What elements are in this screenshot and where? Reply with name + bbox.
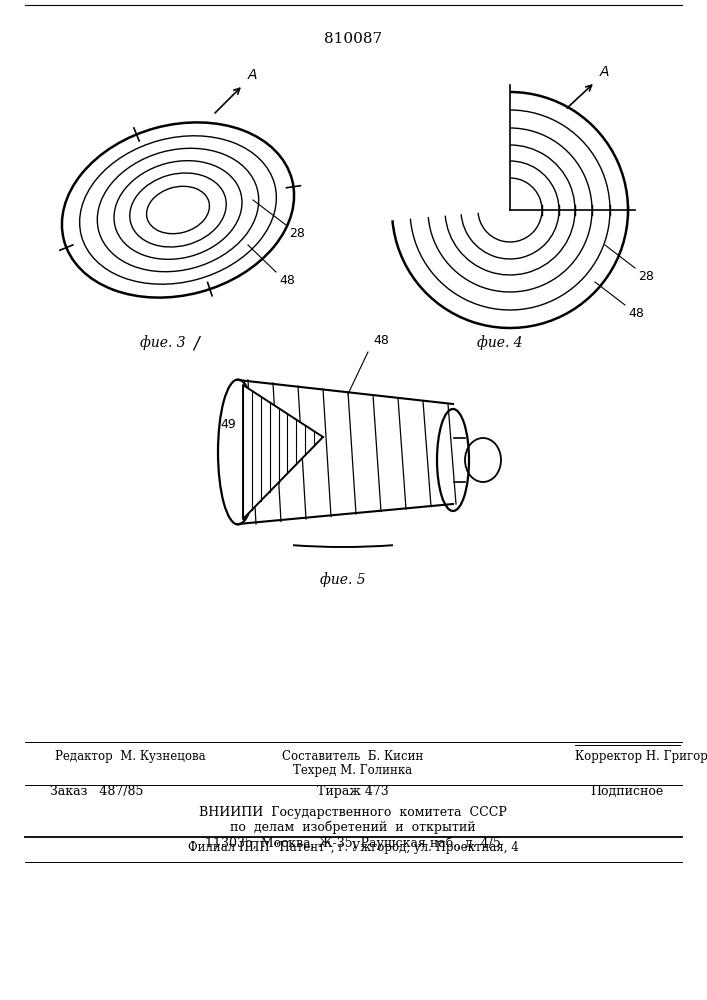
Text: ВНИИПИ  Государственного  комитета  СССР: ВНИИПИ Государственного комитета СССР <box>199 806 507 819</box>
Text: /: / <box>193 334 199 352</box>
Text: Техред М. Голинка: Техред М. Голинка <box>293 764 413 777</box>
Text: Заказ   487/85: Заказ 487/85 <box>50 784 144 798</box>
Text: Подписное: Подписное <box>590 784 663 798</box>
Text: 48: 48 <box>279 274 295 287</box>
Text: фие. 3: фие. 3 <box>140 335 186 350</box>
Text: Тираж 473: Тираж 473 <box>317 784 389 798</box>
Text: A: A <box>248 68 257 82</box>
Text: Филиал ППП “Патент”, г. Ужгород, ул. Проектная, 4: Филиал ППП “Патент”, г. Ужгород, ул. Про… <box>187 841 518 854</box>
Text: 810087: 810087 <box>324 32 382 46</box>
Text: 28: 28 <box>638 270 654 283</box>
Text: по  делам  изобретений  и  открытий: по делам изобретений и открытий <box>230 821 476 834</box>
Text: 48: 48 <box>628 307 644 320</box>
Text: 28: 28 <box>289 227 305 240</box>
Text: 49: 49 <box>221 418 236 432</box>
Text: Корректор Н. Григорук: Корректор Н. Григорук <box>575 750 707 763</box>
Text: 48: 48 <box>373 334 389 347</box>
Text: 113035, Москва, Ж-35, Раушская наб., д. 4/5: 113035, Москва, Ж-35, Раушская наб., д. … <box>205 836 501 850</box>
Text: Редактор  М. Кузнецова: Редактор М. Кузнецова <box>55 750 206 763</box>
Text: A: A <box>600 65 609 79</box>
Text: Составитель  Б. Кисин: Составитель Б. Кисин <box>282 750 423 763</box>
Text: фие. 4: фие. 4 <box>477 335 522 350</box>
Text: фие. 5: фие. 5 <box>320 572 366 587</box>
Polygon shape <box>243 385 323 519</box>
